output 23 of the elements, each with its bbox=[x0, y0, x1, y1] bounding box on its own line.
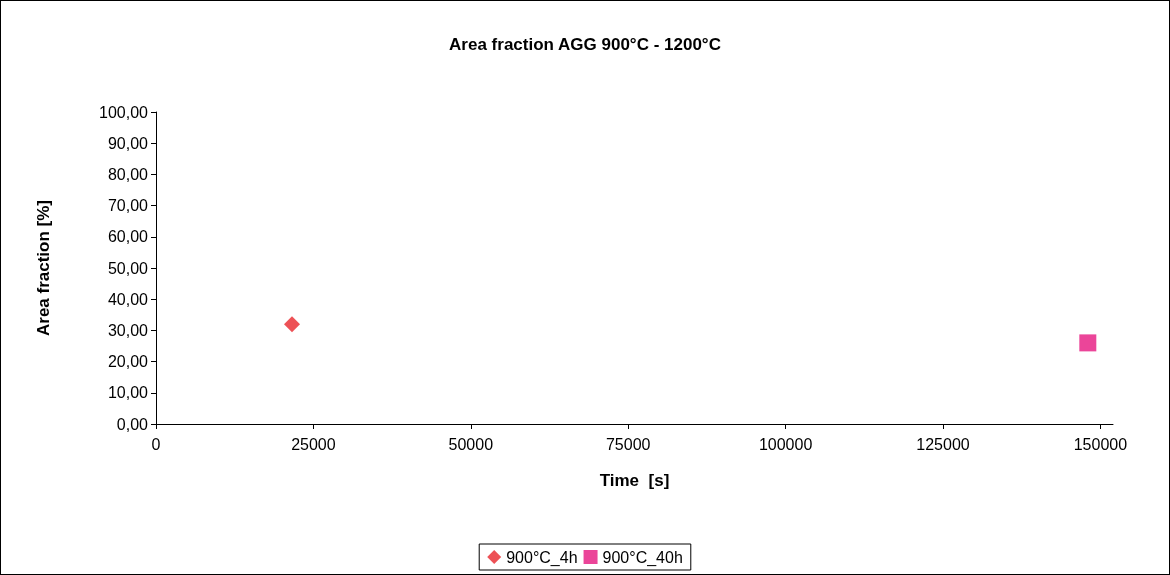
x-tick-label: 25000 bbox=[291, 435, 336, 453]
x-axis-title: Time [s] bbox=[599, 471, 670, 490]
y-tick-label: 70,00 bbox=[107, 197, 149, 215]
y-tick-label: 20,00 bbox=[107, 353, 149, 371]
y-tick-label: 10,00 bbox=[107, 384, 149, 402]
y-tick-label: 40,00 bbox=[107, 290, 149, 308]
x-tick-label: 0 bbox=[151, 435, 161, 453]
x-tick-label: 50000 bbox=[448, 435, 494, 453]
x-tick-label: 125000 bbox=[916, 435, 970, 453]
y-tick-label: 0,00 bbox=[116, 415, 149, 433]
legend-label: 900°C_40h bbox=[602, 548, 683, 567]
y-tick-label: 90,00 bbox=[107, 134, 149, 152]
y-tick-label: 80,00 bbox=[107, 165, 149, 183]
y-tick-label: 30,00 bbox=[107, 321, 149, 339]
legend-label: 900°C_4h bbox=[506, 548, 578, 567]
y-tick-label: 60,00 bbox=[107, 228, 149, 246]
y-axis-title: Area fraction [%] bbox=[34, 199, 53, 337]
x-tick-label: 100000 bbox=[758, 435, 813, 453]
x-tick-label: 150000 bbox=[1073, 435, 1128, 453]
chart-title: Area fraction AGG 900°C - 1200°C bbox=[449, 35, 721, 54]
y-tick-label: 100,00 bbox=[99, 103, 149, 121]
y-tick-label: 50,00 bbox=[107, 259, 149, 277]
x-tick-label: 75000 bbox=[605, 435, 651, 453]
